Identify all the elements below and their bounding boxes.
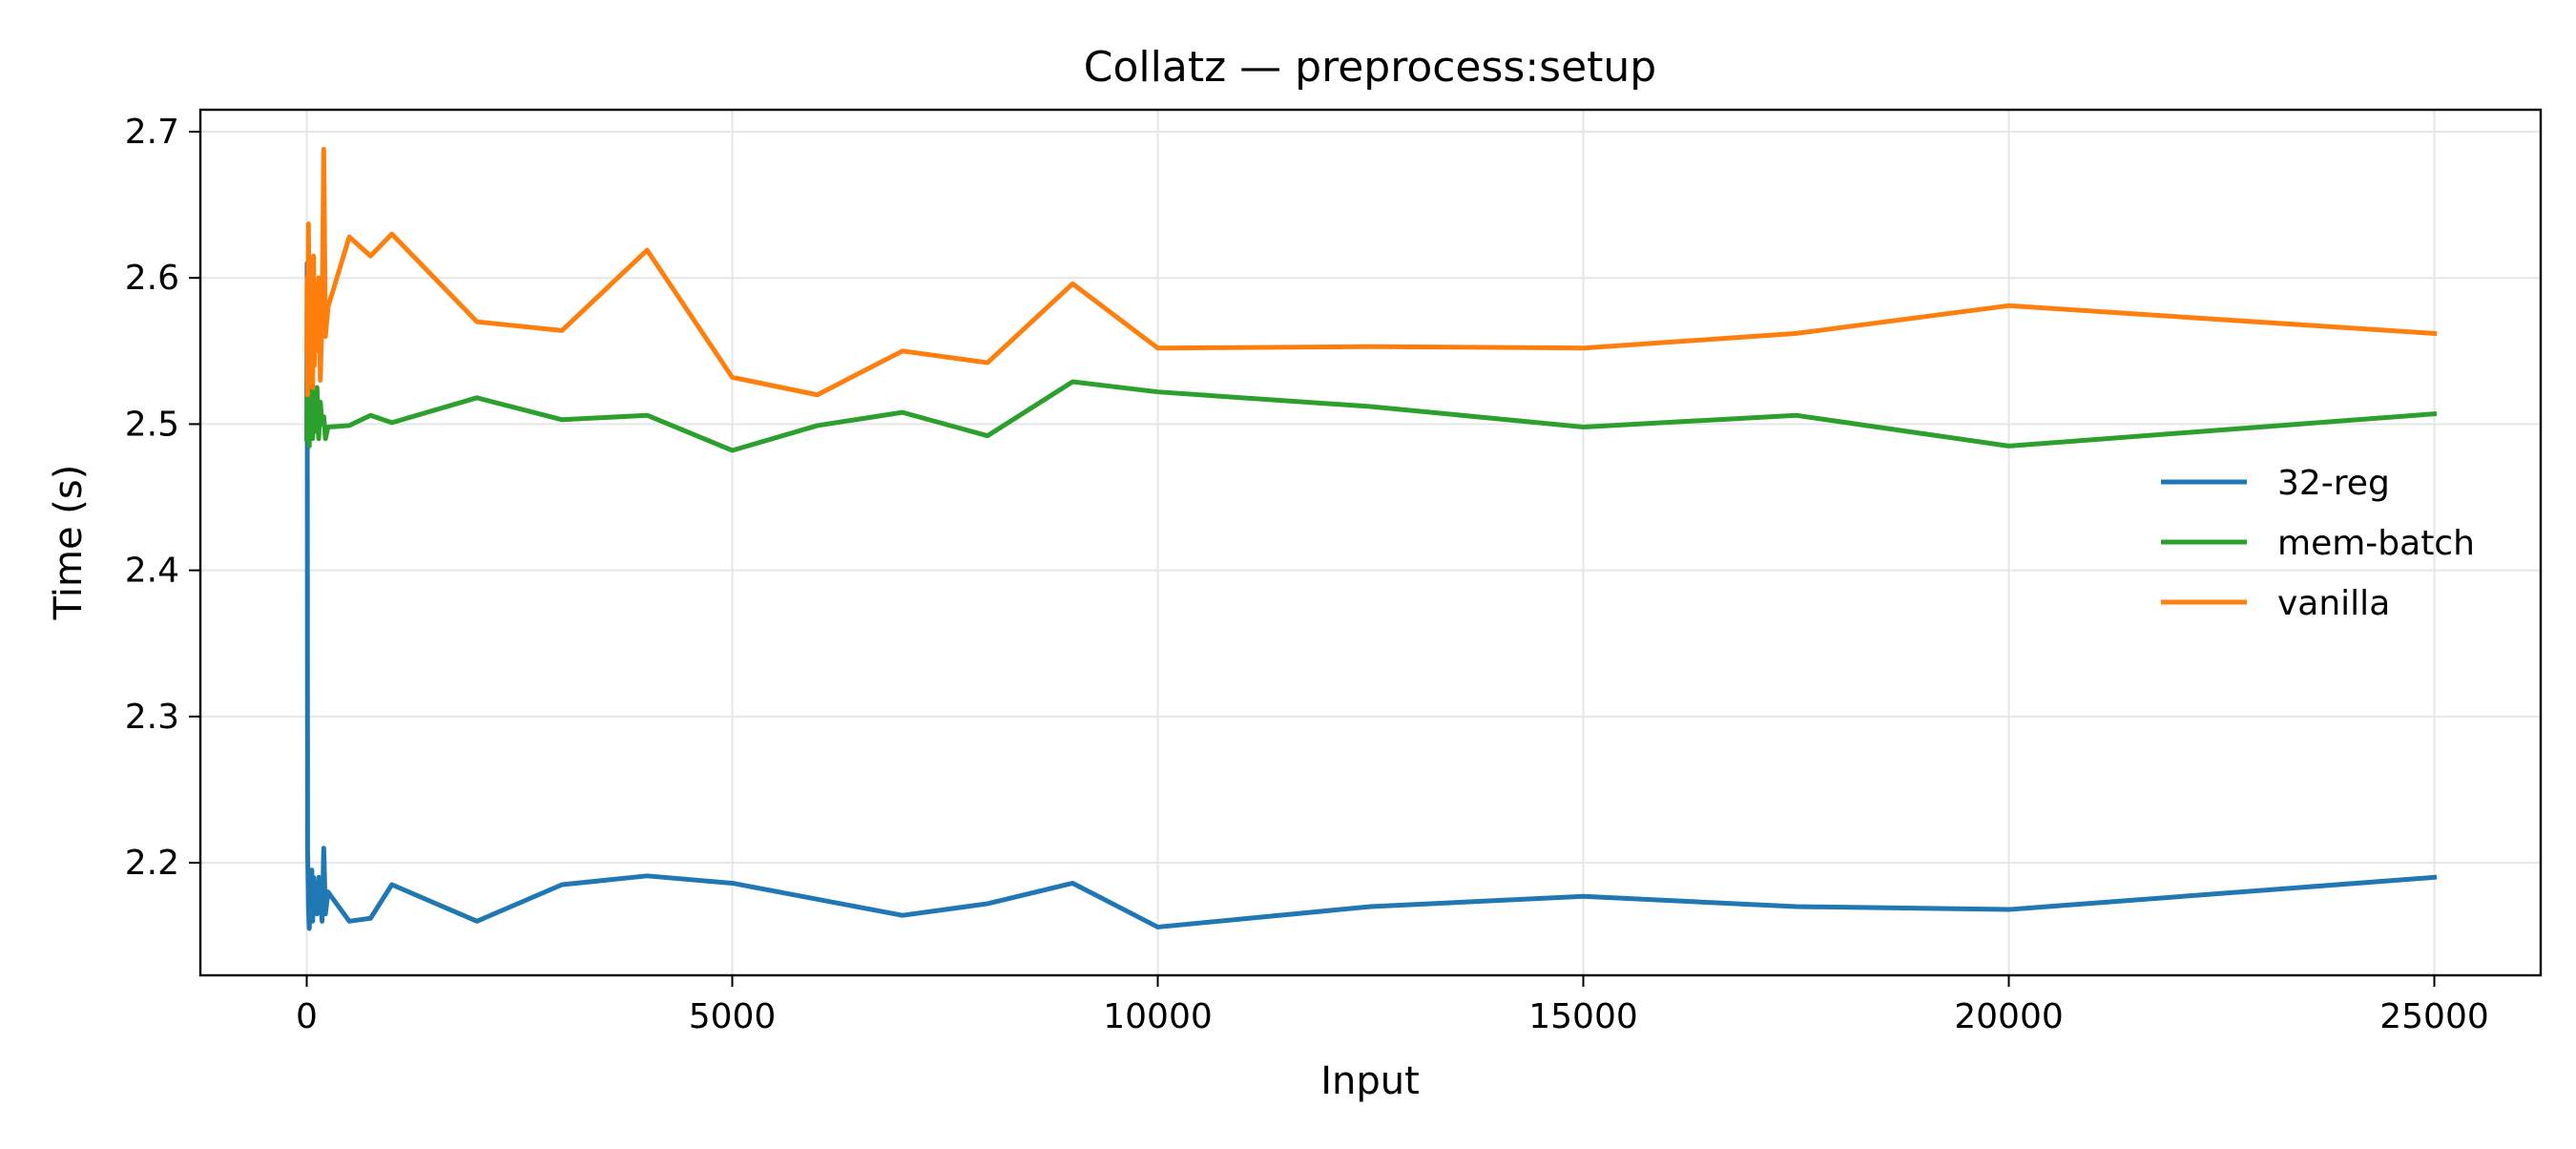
plot-frame [198, 108, 2543, 977]
x-tick-label: 25000 [2379, 997, 2489, 1036]
y-tick-label: 2.5 [125, 405, 179, 444]
y-tick-label: 2.2 [125, 844, 179, 883]
y-tick-label: 2.7 [125, 113, 179, 152]
y-tick-label: 2.6 [125, 259, 179, 298]
series-lines [304, 146, 2438, 931]
axis-ticks: 0 5000 10000 15000 20000 25000 2.2 2.3 2.4 2.5 2.6… [125, 113, 2489, 1036]
legend-label: mem-batch [2277, 524, 2475, 563]
y-tick-label: 2.4 [125, 552, 179, 591]
grid [200, 110, 2541, 975]
legend-label: 32-reg [2277, 464, 2390, 503]
chart-title: Collatz — preprocess:setup [1084, 43, 1656, 92]
series-line-32-reg [304, 261, 2438, 931]
legend-label: vanilla [2277, 584, 2390, 623]
y-axis-label: Time (s) [47, 465, 91, 621]
x-tick-label: 20000 [1954, 997, 2064, 1036]
y-tick-label: 2.3 [125, 698, 179, 737]
series-line-vanilla [304, 146, 2438, 398]
x-tick-label: 0 [296, 997, 318, 1036]
legend: 32-reg mem-batch vanilla [2161, 464, 2475, 623]
x-tick-label: 10000 [1103, 997, 1213, 1036]
x-axis-label: Input [1320, 1059, 1420, 1103]
series-line-mem-batch [304, 363, 2438, 453]
x-tick-label: 15000 [1528, 997, 1638, 1036]
x-tick-label: 5000 [689, 997, 777, 1036]
